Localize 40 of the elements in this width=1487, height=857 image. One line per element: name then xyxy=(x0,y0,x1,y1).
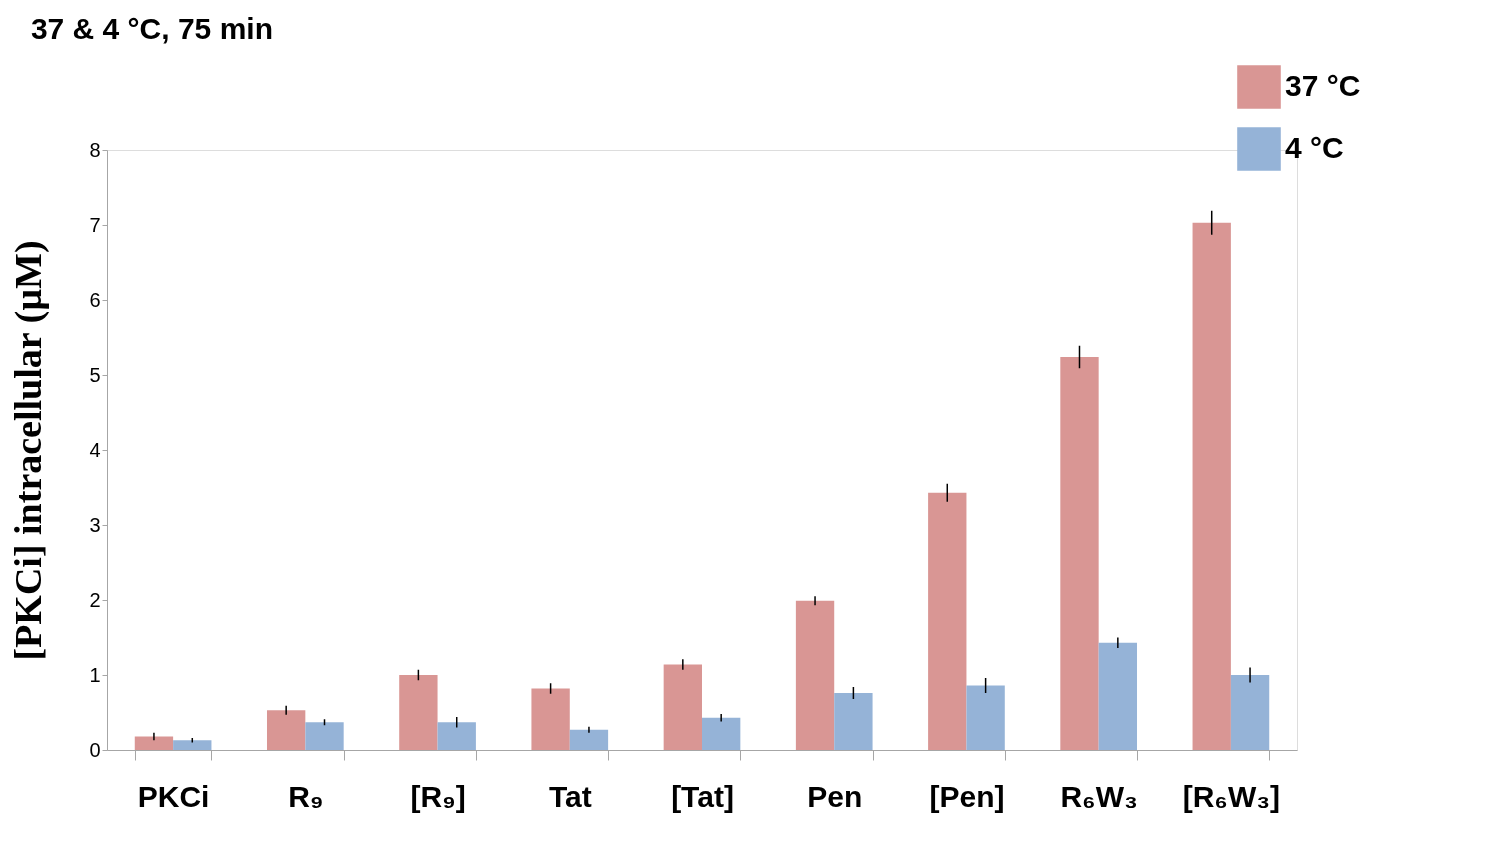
bar xyxy=(663,664,702,750)
bar xyxy=(702,717,741,750)
chart-title: 37 & 4 °C, 75 min xyxy=(30,12,273,45)
x-tick-label: R₆W₃ xyxy=(1060,779,1138,813)
y-tick-label: 1 xyxy=(89,663,101,686)
bar xyxy=(795,600,835,750)
bar xyxy=(569,729,609,750)
x-tick-label: Tat xyxy=(548,779,592,813)
y-tick-label: 6 xyxy=(89,288,101,311)
x-tick-label: R₉ xyxy=(288,779,324,813)
bar xyxy=(834,693,873,750)
y-tick-label: 3 xyxy=(89,513,101,536)
x-tick-label: [R₆W₃] xyxy=(1182,779,1281,813)
x-tick-label: [Pen] xyxy=(929,779,1005,813)
bar xyxy=(305,722,344,750)
bar xyxy=(1192,222,1231,750)
y-tick-label: 5 xyxy=(89,363,101,386)
x-tick-label: [Tat] xyxy=(671,779,734,813)
bar xyxy=(266,710,306,750)
bar xyxy=(531,688,570,750)
bar xyxy=(928,492,967,750)
legend-label: 4 °C xyxy=(1285,131,1344,164)
legend-label: 37 °C xyxy=(1285,69,1361,102)
y-tick-label: 2 xyxy=(89,588,101,611)
x-tick-label: PKCi xyxy=(137,779,210,813)
y-tick-label: 0 xyxy=(89,738,101,761)
bar xyxy=(1098,642,1138,750)
bar xyxy=(437,722,476,750)
y-tick-label: 4 xyxy=(89,438,101,461)
bar xyxy=(399,675,438,750)
bar xyxy=(1060,357,1099,750)
y-tick-label: 8 xyxy=(89,138,101,161)
bar xyxy=(966,685,1005,750)
y-axis-title: [PKCi] intracellular (µM) xyxy=(7,240,51,661)
bar xyxy=(134,736,174,750)
bar xyxy=(173,740,212,750)
y-tick-label: 7 xyxy=(89,213,101,236)
x-tick-label: Pen xyxy=(807,779,863,813)
bar xyxy=(1230,675,1270,750)
x-tick-label: [R₉] xyxy=(410,779,466,813)
